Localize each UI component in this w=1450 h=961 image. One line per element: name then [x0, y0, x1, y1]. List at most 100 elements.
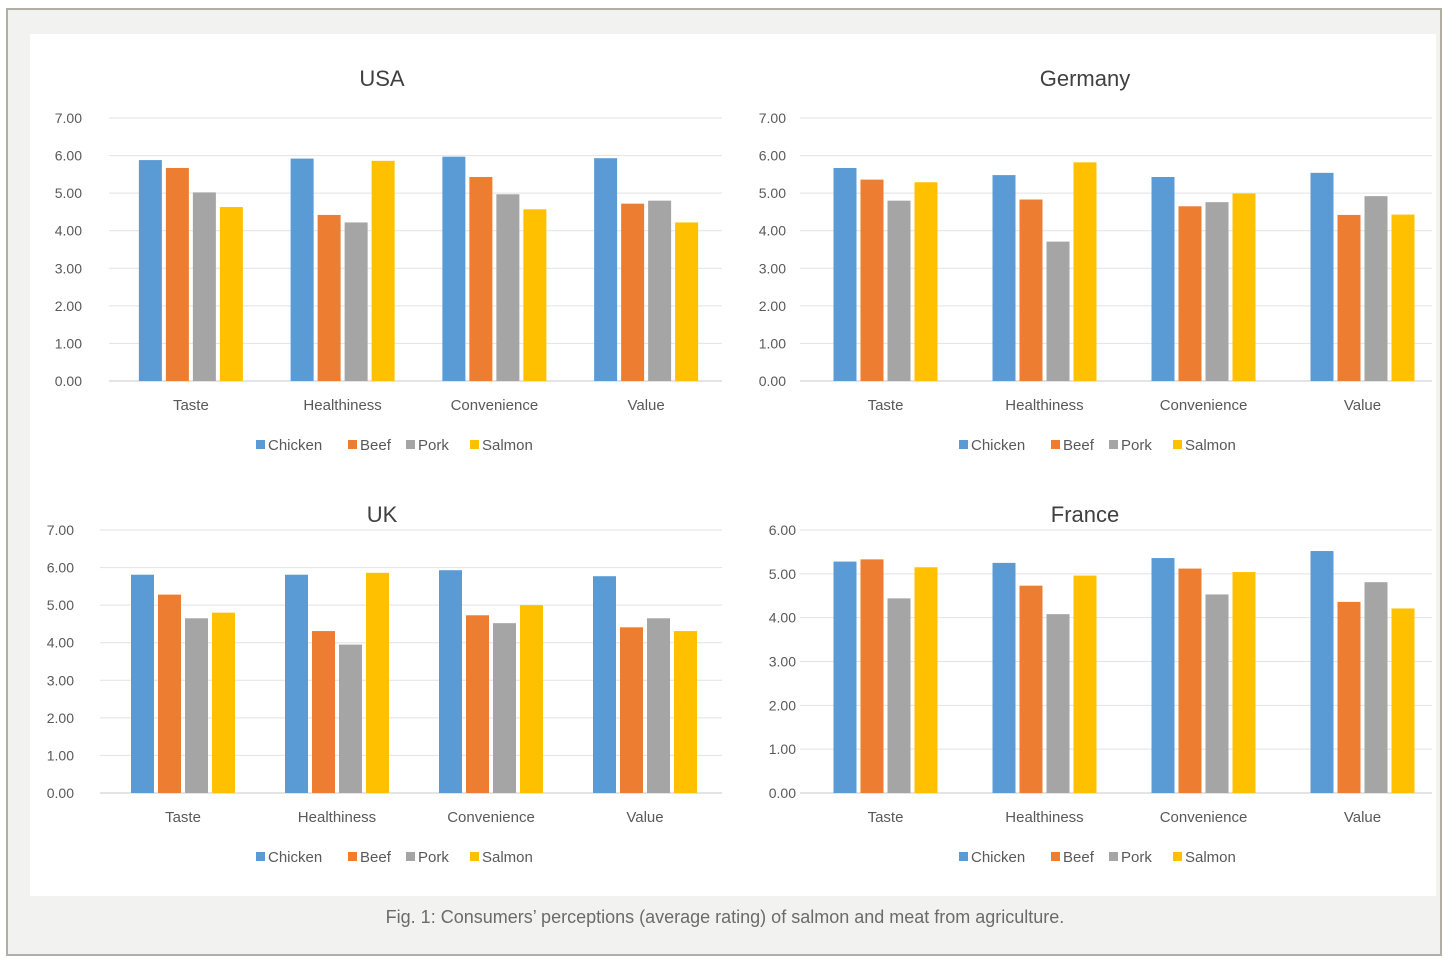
bar-pork-convenience	[493, 623, 516, 793]
x-category-label: Taste	[165, 809, 201, 826]
chart-title: USA	[359, 66, 405, 91]
x-category-label: Healthiness	[303, 397, 381, 414]
bar-beef-taste	[165, 167, 189, 381]
x-category-label: Healthiness	[298, 809, 376, 826]
legend-label-pork: Pork	[1121, 437, 1152, 454]
bar-chicken-healthiness	[290, 158, 314, 381]
legend-label-pork: Pork	[1121, 849, 1152, 866]
bar-beef-taste	[860, 559, 884, 793]
bar-beef-convenience	[466, 615, 489, 793]
bar-pork-value	[648, 200, 672, 381]
legend-swatch-chicken	[256, 852, 265, 861]
bar-salmon-taste	[212, 612, 235, 793]
y-tick-label: 5.00	[759, 185, 786, 201]
bar-beef-value	[620, 627, 643, 793]
bar-beef-taste	[158, 594, 181, 793]
chart-usa: USA 0.00 1.00 2.00 3.00 4.00 5.00 6.00 7.00 Taste…	[55, 66, 722, 454]
x-category-label: Convenience	[1160, 397, 1248, 414]
chart-uk: UK 0.00 1.00 2.00 3.00 4.00 5.00 6.00 7.00 Taste H…	[47, 502, 722, 866]
legend-label-beef: Beef	[1063, 437, 1095, 454]
legend-label-salmon: Salmon	[482, 849, 533, 866]
bar-beef-convenience	[1178, 206, 1202, 381]
chart-france: France 0.00 1.00 2.00 3.00 4.00 5.00 6.00 Taste H…	[769, 502, 1432, 866]
x-category-label: Taste	[173, 397, 209, 414]
bar-pork-healthiness	[1046, 614, 1070, 793]
legend-swatch-beef	[348, 440, 357, 449]
legend-swatch-chicken	[256, 440, 265, 449]
y-tick-label: 2.00	[759, 298, 786, 314]
x-category-label: Healthiness	[1005, 809, 1083, 826]
y-tick-label: 3.00	[47, 672, 74, 688]
y-tick-label: 0.00	[55, 373, 82, 389]
legend-swatch-beef	[348, 852, 357, 861]
bar-salmon-healthiness	[1073, 575, 1097, 793]
y-tick-label: 2.00	[47, 710, 74, 726]
legend-swatch-salmon	[470, 440, 479, 449]
bar-pork-convenience	[1205, 594, 1229, 793]
x-category-label: Healthiness	[1005, 397, 1083, 414]
y-tick-label: 3.00	[55, 260, 82, 276]
bar-pork-taste	[887, 200, 911, 381]
legend-swatch-salmon	[470, 852, 479, 861]
y-tick-label: 0.00	[759, 373, 786, 389]
y-tick-label: 4.00	[55, 223, 82, 239]
bar-chicken-taste	[131, 574, 154, 793]
legend-label-chicken: Chicken	[971, 849, 1025, 866]
chart-panel-area: USA 0.00 1.00 2.00 3.00 4.00 5.00 6.00 7.00 Taste…	[30, 34, 1436, 896]
bar-salmon-convenience	[523, 209, 547, 381]
bar-pork-convenience	[1205, 202, 1229, 381]
y-tick-label: 0.00	[47, 785, 74, 801]
legend-label-pork: Pork	[418, 849, 449, 866]
x-category-label: Convenience	[1160, 809, 1248, 826]
legend-swatch-beef	[1051, 852, 1060, 861]
y-tick-label: 5.00	[47, 597, 74, 613]
legend-label-salmon: Salmon	[482, 437, 533, 454]
y-tick-label: 4.00	[759, 223, 786, 239]
bar-chicken-taste	[833, 561, 857, 793]
y-tick-label: 6.00	[769, 522, 796, 538]
x-category-label: Value	[1344, 809, 1381, 826]
legend-swatch-salmon	[1173, 440, 1182, 449]
legend-swatch-chicken	[959, 440, 968, 449]
y-tick-label: 7.00	[47, 522, 74, 538]
y-tick-label: 7.00	[55, 110, 82, 126]
legend-label-pork: Pork	[418, 437, 449, 454]
bar-salmon-healthiness	[366, 572, 389, 793]
chart-title: Germany	[1040, 66, 1130, 91]
figure-frame: USA 0.00 1.00 2.00 3.00 4.00 5.00 6.00 7.00 Taste…	[6, 8, 1442, 956]
bar-chicken-value	[1310, 172, 1334, 381]
x-category-label: Value	[626, 809, 663, 826]
bar-pork-healthiness	[339, 644, 362, 793]
bar-chicken-healthiness	[992, 175, 1016, 381]
y-tick-label: 4.00	[769, 610, 796, 626]
bar-chicken-convenience	[439, 570, 462, 793]
bar-pork-taste	[185, 618, 208, 793]
bar-beef-healthiness	[1019, 199, 1043, 381]
y-tick-label: 3.00	[759, 260, 786, 276]
bar-chicken-value	[594, 158, 618, 381]
bar-pork-value	[647, 618, 670, 793]
bar-pork-healthiness	[1046, 241, 1070, 381]
bar-salmon-value	[674, 631, 697, 793]
bar-beef-convenience	[1178, 568, 1202, 793]
chart-germany: Germany 0.00 1.00 2.00 3.00 4.00 5.00 6.00 7.00 T…	[759, 66, 1432, 454]
y-tick-label: 1.00	[55, 335, 82, 351]
bar-beef-healthiness	[317, 214, 341, 381]
bar-beef-healthiness	[312, 631, 335, 793]
bar-beef-healthiness	[1019, 585, 1043, 793]
bar-chicken-convenience	[1151, 176, 1175, 381]
y-tick-label: 2.00	[769, 697, 796, 713]
legend-label-salmon: Salmon	[1185, 849, 1236, 866]
bar-pork-value	[1364, 582, 1388, 793]
x-category-label: Value	[627, 397, 664, 414]
bar-salmon-value	[1391, 608, 1415, 793]
bar-pork-convenience	[496, 194, 520, 381]
legend-label-beef: Beef	[1063, 849, 1095, 866]
bar-salmon-taste	[914, 182, 938, 381]
y-tick-label: 7.00	[759, 110, 786, 126]
y-tick-label: 5.00	[55, 185, 82, 201]
y-tick-label: 4.00	[47, 635, 74, 651]
y-tick-label: 1.00	[759, 335, 786, 351]
y-tick-label: 6.00	[47, 560, 74, 576]
chart-title: UK	[367, 502, 398, 527]
